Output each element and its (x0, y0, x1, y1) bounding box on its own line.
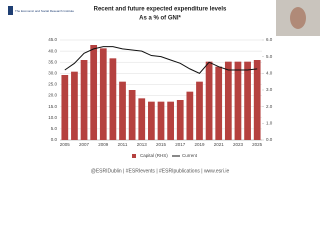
bar (148, 101, 155, 140)
x-tick-label: 2021 (214, 142, 225, 147)
x-tick-label: 2013 (137, 142, 148, 147)
y-tick-label: 35.0 (48, 59, 57, 64)
bar (176, 100, 184, 140)
bar (167, 101, 174, 140)
y-tick-label: 45.0 (48, 37, 57, 42)
bar (215, 66, 223, 140)
x-tick-label: 2017 (175, 142, 186, 147)
x-tick-label: 2023 (233, 142, 244, 147)
bar (99, 48, 107, 141)
y-tick-label: 30.0 (48, 71, 57, 76)
y-tick-label: 10.0 (48, 115, 57, 120)
chart-title: Recent and future expected expenditure l… (94, 7, 227, 13)
bar (61, 75, 69, 140)
bar (138, 98, 146, 140)
bar (119, 81, 126, 140)
x-tick-label: 2005 (60, 142, 71, 147)
legend-label: Capital (RHS) (140, 153, 168, 158)
y2-tick-label: 4.0 (266, 71, 273, 76)
line-series (64, 46, 258, 74)
legend-swatch (132, 154, 136, 158)
bar (205, 61, 213, 140)
x-tick-label: 2025 (252, 142, 263, 147)
y-tick-label: 20.0 (48, 93, 57, 98)
y-tick-label: 40.0 (48, 48, 57, 53)
y-tick-label: 5.0 (51, 126, 58, 131)
legend-label: Current (182, 153, 198, 158)
x-tick-label: 2009 (98, 142, 109, 147)
slide: The Economic and Social Research Institu… (0, 0, 320, 180)
y-tick-label: 25.0 (48, 82, 57, 87)
x-tick-label: 2007 (79, 142, 90, 147)
bar (253, 60, 261, 140)
bar (80, 60, 88, 140)
bar (244, 61, 251, 140)
bar (90, 45, 98, 140)
chart-subtitle: As a % of GNI* (139, 16, 181, 22)
bar (157, 101, 165, 140)
footer: @ESRIDublin | #ESRIevents | #ESRIpublica… (91, 168, 230, 174)
bar (224, 61, 232, 140)
bar (186, 91, 194, 140)
webcam-person (290, 7, 306, 29)
logo-mark (8, 6, 13, 15)
bar (109, 58, 117, 141)
bar (234, 61, 242, 140)
y2-tick-label: 5.0 (266, 54, 273, 59)
y-tick-label: 15.0 (48, 104, 57, 109)
y2-tick-label: 2.0 (266, 104, 273, 109)
y2-tick-label: 0.0 (266, 137, 273, 142)
logo-text: The Economic and Social Research Institu… (15, 9, 74, 13)
y2-tick-label: 1.0 (266, 121, 273, 126)
background (0, 0, 320, 180)
bar (196, 81, 203, 140)
y2-tick-label: 6.0 (266, 37, 273, 42)
x-tick-label: 2011 (118, 142, 128, 147)
bar (128, 90, 136, 140)
x-tick-label: 2015 (156, 142, 167, 147)
y-tick-label: 0.0 (51, 137, 58, 142)
bar (71, 71, 78, 140)
y2-tick-label: 3.0 (266, 87, 273, 92)
page: The Economic and Social Research Institu… (0, 0, 320, 180)
x-tick-label: 2019 (194, 142, 205, 147)
